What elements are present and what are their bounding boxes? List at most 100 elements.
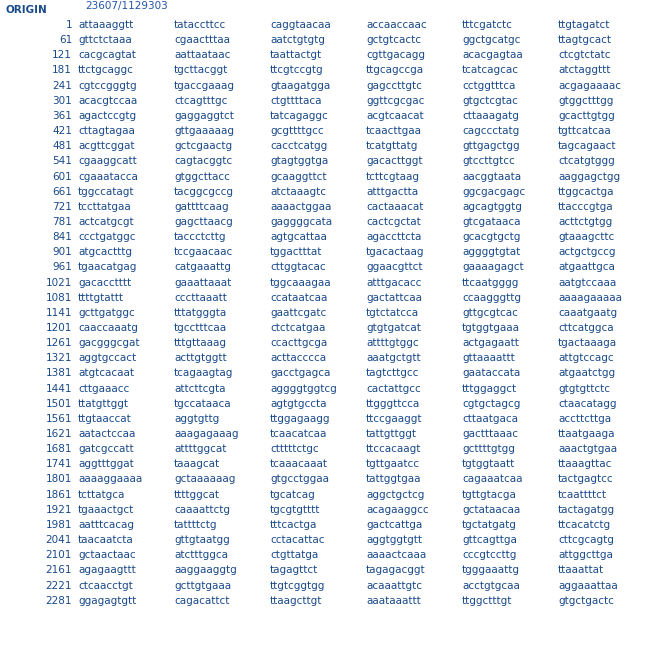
- Text: gcttgatggc: gcttgatggc: [78, 308, 134, 318]
- Text: cccgtccttg: cccgtccttg: [462, 550, 517, 560]
- Text: ggagagtgtt: ggagagtgtt: [78, 596, 136, 606]
- Text: gtccttgtcc: gtccttgtcc: [462, 156, 515, 166]
- Text: 2221: 2221: [45, 581, 72, 591]
- Text: gttgagctgg: gttgagctgg: [462, 141, 520, 151]
- Text: 421: 421: [52, 126, 72, 136]
- Text: cgaactttaa: cgaactttaa: [174, 35, 230, 45]
- Text: attttggcat: attttggcat: [174, 444, 227, 454]
- Text: agcagtggtg: agcagtggtg: [462, 202, 522, 212]
- Text: acttgtggtt: acttgtggtt: [174, 353, 227, 363]
- Text: aatctgtgtg: aatctgtgtg: [270, 35, 325, 45]
- Text: cttgaaacc: cttgaaacc: [78, 384, 129, 393]
- Text: aaaactggaa: aaaactggaa: [270, 202, 331, 212]
- Text: ctcagtttgc: ctcagtttgc: [174, 96, 227, 106]
- Text: acttacccca: acttacccca: [270, 353, 326, 363]
- Text: 1861: 1861: [45, 489, 72, 500]
- Text: gttgaaaaag: gttgaaaaag: [174, 126, 234, 136]
- Text: aggtgttg: aggtgttg: [174, 414, 219, 424]
- Text: cgtgctagcg: cgtgctagcg: [462, 398, 521, 409]
- Text: ttttggcat: ttttggcat: [174, 489, 220, 500]
- Text: tgttcatcaa: tgttcatcaa: [558, 126, 612, 136]
- Text: accttcttga: accttcttga: [558, 414, 611, 424]
- Text: gtaagatgga: gtaagatgga: [270, 80, 330, 91]
- Text: ccaagggttg: ccaagggttg: [462, 293, 521, 302]
- Text: 1381: 1381: [45, 369, 72, 378]
- Text: 1921: 1921: [45, 505, 72, 515]
- Text: acctgtgcaa: acctgtgcaa: [462, 581, 520, 591]
- Text: acgttcggat: acgttcggat: [78, 141, 134, 151]
- Text: tagtcttgcc: tagtcttgcc: [366, 369, 419, 378]
- Text: gacacttggt: gacacttggt: [366, 156, 422, 166]
- Text: 61: 61: [59, 35, 72, 45]
- Text: cagtacggtc: cagtacggtc: [174, 156, 232, 166]
- Text: ctttttctgc: ctttttctgc: [270, 444, 318, 454]
- Text: 301: 301: [52, 96, 72, 106]
- Text: ctcaacctgt: ctcaacctgt: [78, 581, 132, 591]
- Text: tgacactaag: tgacactaag: [366, 247, 424, 257]
- Text: 23607/1129303: 23607/1129303: [85, 1, 168, 11]
- Text: ttgtagatct: ttgtagatct: [558, 20, 610, 30]
- Text: tgactaaaga: tgactaaaga: [558, 338, 617, 348]
- Text: 661: 661: [52, 187, 72, 197]
- Text: agaccttcta: agaccttcta: [366, 232, 421, 242]
- Text: atttgactta: atttgactta: [366, 187, 418, 197]
- Text: attggcttga: attggcttga: [558, 550, 613, 560]
- Text: gtgctgactc: gtgctgactc: [558, 596, 614, 606]
- Text: gtagtggtga: gtagtggtga: [270, 156, 328, 166]
- Text: ctctcatgaa: ctctcatgaa: [270, 323, 326, 333]
- Text: 361: 361: [52, 111, 72, 121]
- Text: acaaattgtc: acaaattgtc: [366, 581, 422, 591]
- Text: aggaaattaa: aggaaattaa: [558, 581, 617, 591]
- Text: tgaccgaaag: tgaccgaaag: [174, 80, 235, 91]
- Text: tttggaggct: tttggaggct: [462, 384, 517, 393]
- Text: ggaacgttct: ggaacgttct: [366, 262, 422, 273]
- Text: caaatgaatg: caaatgaatg: [558, 308, 617, 318]
- Text: gtgctcgtac: gtgctcgtac: [462, 96, 518, 106]
- Text: tgcctttcaa: tgcctttcaa: [174, 323, 227, 333]
- Text: atgtcacaat: atgtcacaat: [78, 369, 134, 378]
- Text: tacggcgccg: tacggcgccg: [174, 187, 234, 197]
- Text: agtgtgccta: agtgtgccta: [270, 398, 326, 409]
- Text: gacacctttt: gacacctttt: [78, 278, 131, 288]
- Text: 1561: 1561: [45, 414, 72, 424]
- Text: 901: 901: [52, 247, 72, 257]
- Text: gcacttgtgg: gcacttgtgg: [558, 111, 615, 121]
- Text: gtaaagcttc: gtaaagcttc: [558, 232, 614, 242]
- Text: 601: 601: [52, 171, 72, 182]
- Text: tcaacatcaa: tcaacatcaa: [270, 429, 328, 439]
- Text: ttgggttcca: ttgggttcca: [366, 398, 420, 409]
- Text: cccttaaatt: cccttaaatt: [174, 293, 227, 302]
- Text: actgctgccg: actgctgccg: [558, 247, 616, 257]
- Text: tggactttat: tggactttat: [270, 247, 322, 257]
- Text: tcatgttatg: tcatgttatg: [366, 141, 418, 151]
- Text: aaactgtgaa: aaactgtgaa: [558, 444, 617, 454]
- Text: gacgggcgat: gacgggcgat: [78, 338, 140, 348]
- Text: cagccctatg: cagccctatg: [462, 126, 519, 136]
- Text: gtgtgttctc: gtgtgttctc: [558, 384, 610, 393]
- Text: 1261: 1261: [45, 338, 72, 348]
- Text: ccctgatggc: ccctgatggc: [78, 232, 136, 242]
- Text: gtggctttgg: gtggctttgg: [558, 96, 614, 106]
- Text: atttgacacc: atttgacacc: [366, 278, 421, 288]
- Text: ttcaatgggg: ttcaatgggg: [462, 278, 519, 288]
- Text: 2041: 2041: [45, 535, 72, 545]
- Text: ttggctttgt: ttggctttgt: [462, 596, 513, 606]
- Text: tcttcgtaag: tcttcgtaag: [366, 171, 420, 182]
- Text: gatcgccatt: gatcgccatt: [78, 444, 134, 454]
- Text: gattttcaag: gattttcaag: [174, 202, 229, 212]
- Text: attcttcgta: attcttcgta: [174, 384, 225, 393]
- Text: ttcacatctg: ttcacatctg: [558, 520, 611, 530]
- Text: cttaatgaca: cttaatgaca: [462, 414, 518, 424]
- Text: aaaactcaaa: aaaactcaaa: [366, 550, 426, 560]
- Text: gagccttgtc: gagccttgtc: [366, 80, 422, 91]
- Text: aggggtgtat: aggggtgtat: [462, 247, 520, 257]
- Text: ttaaattat: ttaaattat: [558, 565, 604, 576]
- Text: tcaattttct: tcaattttct: [558, 489, 607, 500]
- Text: 541: 541: [52, 156, 72, 166]
- Text: tgcttacggt: tgcttacggt: [174, 66, 228, 75]
- Text: cctggtttca: cctggtttca: [462, 80, 515, 91]
- Text: gttctctaaa: gttctctaaa: [78, 35, 132, 45]
- Text: gtggcttacc: gtggcttacc: [174, 171, 230, 182]
- Text: tcaacttgaa: tcaacttgaa: [366, 126, 422, 136]
- Text: gtcgataaca: gtcgataaca: [462, 217, 521, 227]
